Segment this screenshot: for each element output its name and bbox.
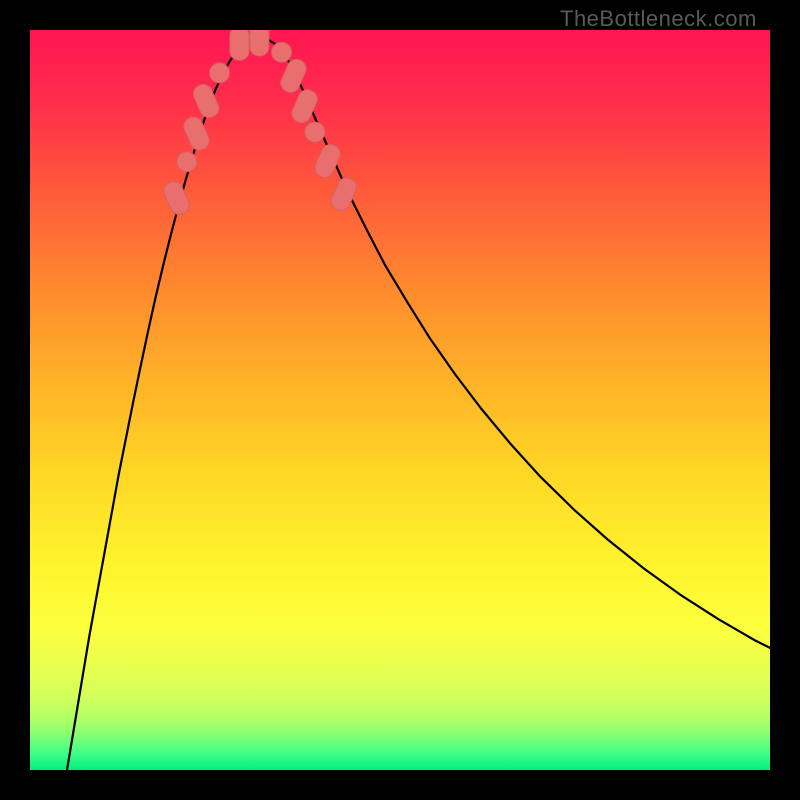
data-marker bbox=[250, 30, 269, 56]
watermark-text: TheBottleneck.com bbox=[560, 6, 757, 32]
data-marker bbox=[161, 179, 192, 218]
curve-layer bbox=[30, 30, 770, 770]
data-marker bbox=[209, 63, 229, 83]
data-marker bbox=[181, 114, 212, 153]
data-marker bbox=[305, 122, 325, 142]
bottleneck-curve bbox=[67, 37, 770, 770]
data-marker bbox=[177, 152, 197, 172]
data-marker bbox=[230, 30, 249, 60]
chart-frame bbox=[30, 30, 770, 770]
data-marker bbox=[272, 42, 292, 62]
data-marker bbox=[312, 142, 343, 181]
